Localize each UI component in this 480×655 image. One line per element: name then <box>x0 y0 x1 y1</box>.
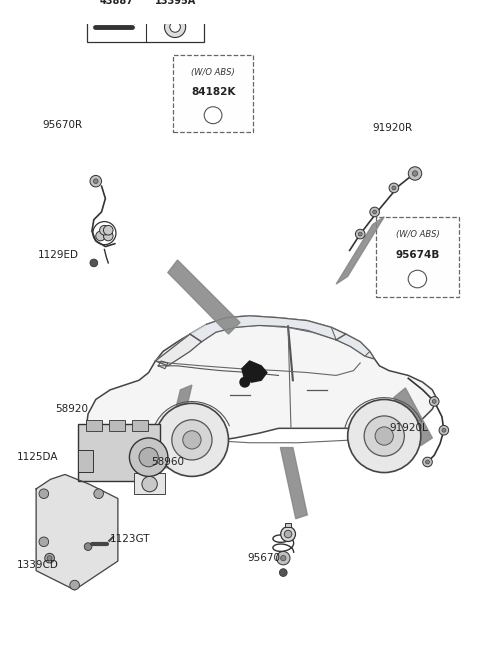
Text: 1125DA: 1125DA <box>17 452 59 462</box>
Circle shape <box>389 183 399 193</box>
Text: 95670: 95670 <box>248 553 281 563</box>
Circle shape <box>281 555 286 561</box>
Circle shape <box>94 179 98 183</box>
Bar <box>132 420 148 431</box>
Text: 1339CD: 1339CD <box>17 560 59 570</box>
Circle shape <box>39 489 48 498</box>
Polygon shape <box>156 316 374 366</box>
Polygon shape <box>242 361 267 382</box>
Circle shape <box>364 416 404 456</box>
Circle shape <box>355 229 365 239</box>
Circle shape <box>39 537 48 547</box>
Text: 58920: 58920 <box>55 404 88 414</box>
Circle shape <box>165 16 186 37</box>
Circle shape <box>90 176 102 187</box>
Bar <box>375 217 459 297</box>
Circle shape <box>430 396 439 406</box>
Text: 91920R: 91920R <box>372 123 413 134</box>
Circle shape <box>130 438 168 476</box>
Circle shape <box>370 207 379 217</box>
Circle shape <box>392 186 396 190</box>
Text: 84182K: 84182K <box>191 87 235 97</box>
Bar <box>87 0 204 42</box>
Circle shape <box>423 457 432 467</box>
Circle shape <box>183 431 201 449</box>
Text: 58960: 58960 <box>152 457 184 467</box>
Text: 13395A: 13395A <box>155 0 196 6</box>
Circle shape <box>156 403 228 476</box>
Text: (W/O ABS): (W/O ABS) <box>396 230 439 239</box>
Circle shape <box>104 231 113 241</box>
Ellipse shape <box>408 271 427 288</box>
Circle shape <box>240 377 250 387</box>
Bar <box>173 55 253 132</box>
Polygon shape <box>161 385 192 469</box>
Polygon shape <box>394 388 432 445</box>
Circle shape <box>172 420 212 460</box>
Circle shape <box>348 400 421 472</box>
Polygon shape <box>280 447 307 519</box>
Circle shape <box>104 225 113 235</box>
Circle shape <box>90 259 98 267</box>
Circle shape <box>142 476 157 492</box>
Bar <box>78 424 160 481</box>
Circle shape <box>426 460 430 464</box>
Circle shape <box>442 428 446 432</box>
Circle shape <box>372 210 376 214</box>
Text: 1123GT: 1123GT <box>110 534 151 544</box>
Circle shape <box>84 543 92 550</box>
Circle shape <box>100 225 109 235</box>
Bar <box>86 420 102 431</box>
Text: 43887: 43887 <box>99 0 133 6</box>
Circle shape <box>439 426 449 435</box>
Circle shape <box>412 171 418 176</box>
Polygon shape <box>86 316 437 460</box>
Text: 1129ED: 1129ED <box>38 250 79 260</box>
Polygon shape <box>336 334 370 356</box>
Bar <box>286 523 291 527</box>
Circle shape <box>432 400 436 403</box>
Circle shape <box>276 552 290 565</box>
Text: 91920L: 91920L <box>389 423 428 434</box>
Bar <box>109 420 125 431</box>
Text: 95674B: 95674B <box>395 250 440 260</box>
Text: (W/O ABS): (W/O ABS) <box>191 67 235 77</box>
Text: 95670R: 95670R <box>43 121 83 130</box>
Circle shape <box>47 555 52 561</box>
Circle shape <box>281 527 296 542</box>
Circle shape <box>70 580 79 590</box>
Circle shape <box>375 427 394 445</box>
Bar <box>134 472 165 494</box>
Circle shape <box>45 553 54 563</box>
Circle shape <box>96 231 106 241</box>
Polygon shape <box>36 474 118 590</box>
Circle shape <box>279 569 287 576</box>
Ellipse shape <box>204 107 222 124</box>
Polygon shape <box>168 260 240 334</box>
Circle shape <box>139 447 158 467</box>
Circle shape <box>408 167 422 180</box>
Polygon shape <box>336 217 384 284</box>
Circle shape <box>358 232 362 236</box>
Bar <box>78 451 93 472</box>
Circle shape <box>170 22 180 32</box>
Circle shape <box>284 531 292 538</box>
Circle shape <box>94 489 104 498</box>
Polygon shape <box>190 316 336 342</box>
